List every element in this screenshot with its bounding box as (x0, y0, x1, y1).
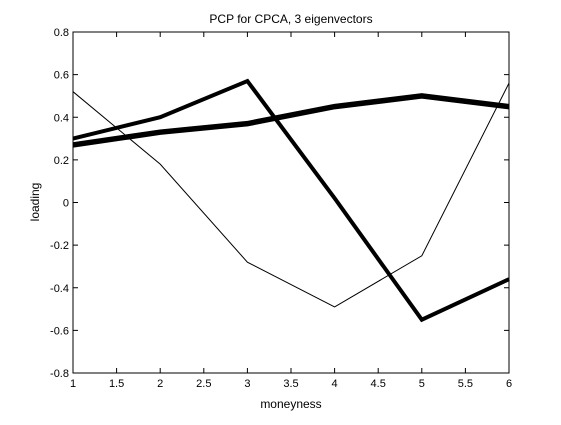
y-tick-label: 0.8 (54, 27, 69, 39)
x-tick-label: 4.5 (371, 378, 386, 390)
x-tick-label: 2 (157, 378, 163, 390)
series-line-3 (72, 93, 510, 148)
x-tick-label: 6 (506, 378, 512, 390)
y-tick-label: 0 (63, 198, 69, 210)
x-tick-label: 1 (70, 378, 76, 390)
plot-frame (72, 31, 510, 374)
y-tick-label: -0.4 (50, 283, 69, 295)
series-line-1 (72, 82, 510, 308)
x-tick-label: 3.5 (283, 378, 298, 390)
x-tick-label: 3 (244, 378, 250, 390)
y-tick-label: -0.2 (50, 240, 69, 252)
y-tick-label: 0.6 (54, 70, 69, 82)
x-tick-label: 2.5 (196, 378, 211, 390)
series-layer (72, 78, 510, 323)
plot-background (73, 32, 509, 373)
y-tick-label: 0.4 (54, 112, 69, 124)
x-axis-label: moneyness (260, 397, 321, 411)
x-tick-label: 1.5 (109, 378, 124, 390)
x-tick-label: 5 (419, 378, 425, 390)
y-tick-label: -0.6 (50, 325, 69, 337)
y-tick-label: 0.2 (54, 155, 69, 167)
y-axis-label: loading (28, 183, 42, 222)
series-line-2 (72, 78, 510, 323)
y-tick-label: -0.8 (50, 368, 69, 380)
chart-title: PCP for CPCA, 3 eigenvectors (209, 12, 372, 26)
ticks-layer: 1 1.5 2 2.5 3 3.5 4 4.5 5 5.5 6 -0.8 -0.6 -0.4 -0.2 0 0.… (50, 27, 512, 390)
x-tick-label: 4 (332, 378, 338, 390)
x-tick-label: 5.5 (458, 378, 473, 390)
